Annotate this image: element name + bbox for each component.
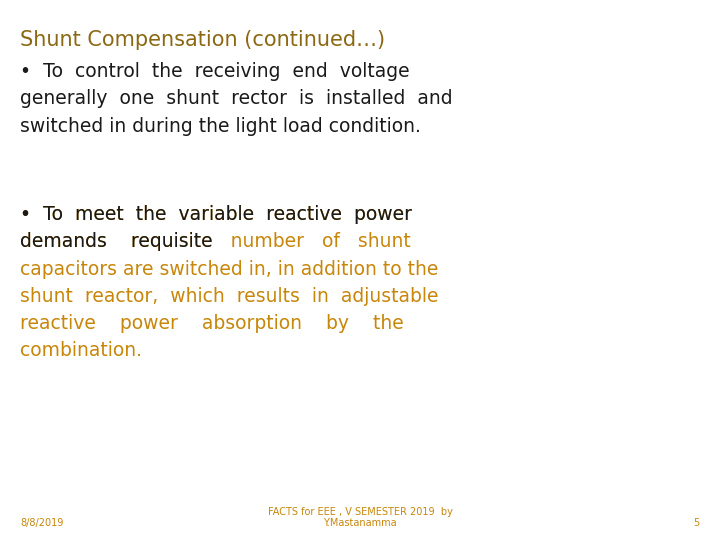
Text: •  To  meet  the  variable  reactive  power
demands    requisite   number   of  : • To meet the variable reactive power de… bbox=[20, 205, 438, 361]
Text: 8/8/2019: 8/8/2019 bbox=[20, 518, 63, 528]
Text: •  To  meet  the  variable  reactive  power
demands    requisite: • To meet the variable reactive power de… bbox=[20, 205, 412, 252]
Text: FACTS for EEE , V SEMESTER 2019  by
Y.Mastanamma: FACTS for EEE , V SEMESTER 2019 by Y.Mas… bbox=[268, 507, 452, 528]
Text: Shunt Compensation (continued…): Shunt Compensation (continued…) bbox=[20, 30, 385, 50]
Text: •  To  control  the  receiving  end  voltage
generally  one  shunt  rector  is  : • To control the receiving end voltage g… bbox=[20, 62, 453, 136]
Text: 5: 5 bbox=[693, 518, 700, 528]
